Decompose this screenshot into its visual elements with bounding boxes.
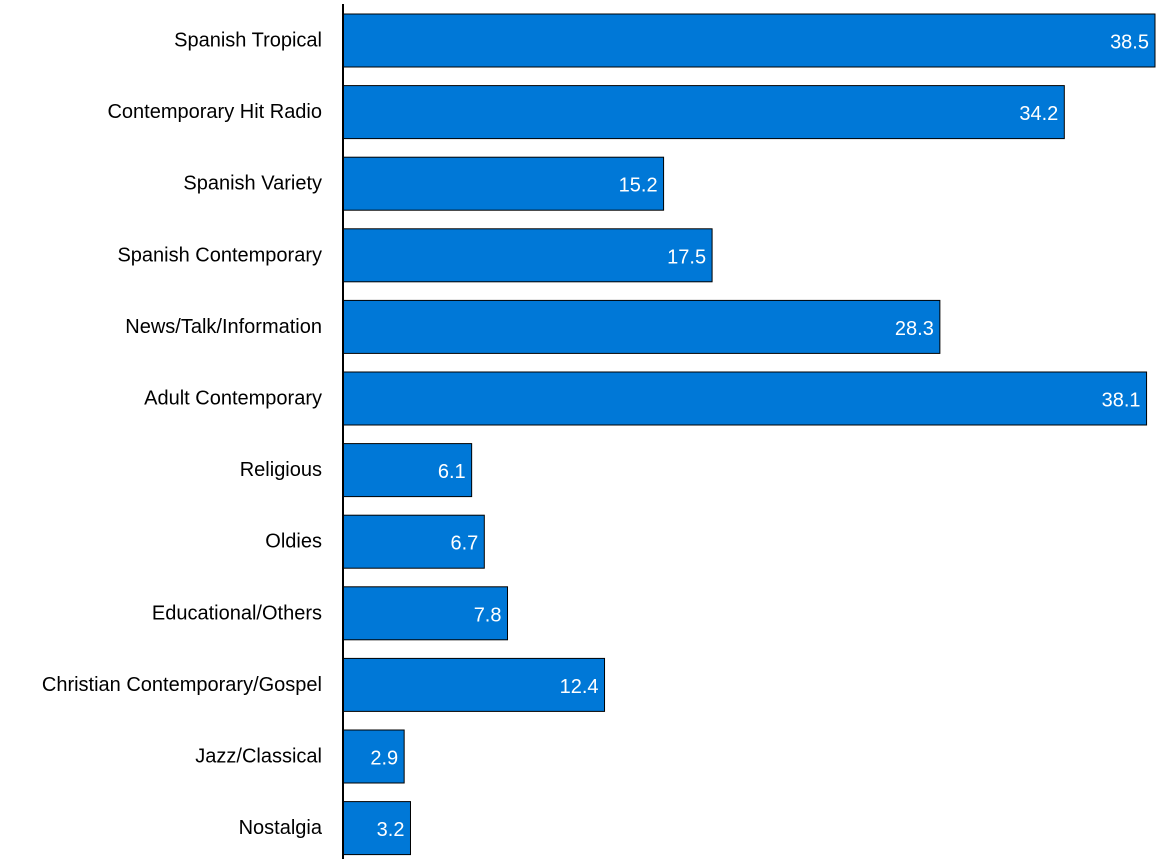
value-label: 15.2	[619, 175, 658, 197]
category-label: Adult Contemporary	[144, 388, 322, 410]
value-label: 34.2	[1019, 103, 1058, 125]
value-label: 3.2	[377, 819, 405, 841]
category-label: Jazz/Classical	[195, 746, 322, 768]
bar	[342, 13, 1156, 68]
value-label: 12.4	[560, 676, 599, 698]
value-label: 2.9	[370, 748, 398, 770]
category-label: Spanish Contemporary	[117, 244, 322, 266]
bar	[342, 729, 405, 784]
bar	[342, 586, 509, 641]
bar	[342, 85, 1065, 140]
bar	[342, 299, 941, 354]
bar	[342, 156, 665, 211]
category-label: Contemporary Hit Radio	[107, 101, 322, 123]
value-label: 6.7	[450, 533, 478, 555]
value-label: 38.1	[1102, 390, 1141, 412]
value-labels-group: 38.5 34.2 15.2 17.5 28.3 38.1 6.1 6.7 7.8 12.4 2.9…	[370, 32, 1149, 842]
category-label: Spanish Tropical	[174, 30, 322, 52]
category-label: Christian Contemporary/Gospel	[42, 674, 322, 696]
value-label: 17.5	[667, 246, 706, 268]
value-label: 6.1	[438, 461, 466, 483]
category-label: Educational/Others	[152, 602, 322, 624]
value-label: 38.5	[1110, 32, 1149, 54]
bar	[342, 443, 473, 498]
bar	[342, 657, 606, 712]
category-label: Nostalgia	[239, 817, 323, 839]
category-labels-group: Spanish Tropical Contemporary Hit Radio Sp…	[42, 30, 323, 840]
category-label: Spanish Variety	[183, 173, 322, 195]
bar	[342, 228, 713, 283]
category-label: Oldies	[265, 531, 322, 553]
category-label: Religious	[240, 459, 322, 481]
value-label: 28.3	[895, 318, 934, 340]
value-label: 7.8	[474, 604, 502, 626]
bar	[342, 514, 485, 569]
bar	[342, 371, 1148, 426]
bars-group	[342, 13, 1156, 856]
category-label: News/Talk/Information	[125, 316, 322, 338]
